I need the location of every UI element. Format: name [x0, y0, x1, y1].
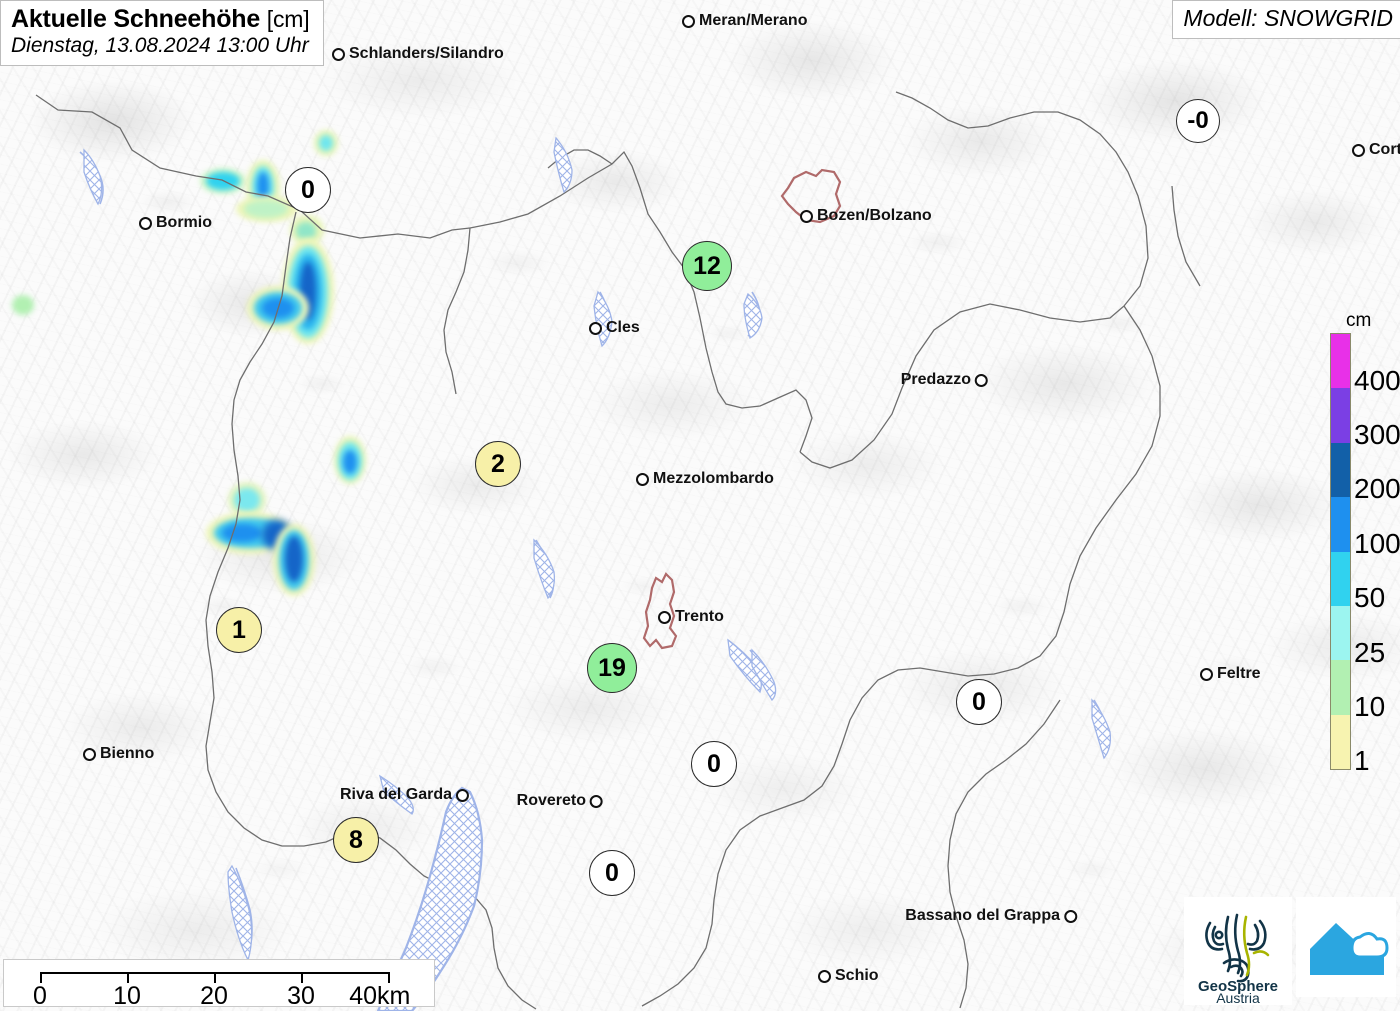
logo-line1: GeoSphere — [1198, 978, 1278, 995]
scale-tick-label: 10 — [113, 982, 141, 1010]
snow-depth-value-marker[interactable]: 8 — [333, 817, 379, 863]
scale-tick — [40, 972, 42, 983]
map-title-box: Aktuelle Schneehöhe [cm] Dienstag, 13.08… — [0, 0, 325, 66]
legend-swatch — [1331, 497, 1350, 552]
legend-swatch — [1331, 714, 1350, 769]
city-label: Riva del Garda — [340, 786, 469, 804]
legend-swatch — [1331, 388, 1350, 443]
city-marker-icon — [590, 794, 603, 808]
city-name: Feltre — [1217, 665, 1261, 682]
legend-swatch — [1331, 551, 1350, 606]
snow-depth-value-marker[interactable]: 12 — [682, 241, 732, 291]
scale-tick — [127, 972, 129, 983]
page-title: Aktuelle Schneehöhe [cm] — [11, 5, 310, 33]
city-label: Bozen/Bolzano — [800, 207, 932, 225]
city-label: Schio — [818, 967, 879, 985]
city-marker-icon — [682, 14, 695, 28]
city-marker-icon — [139, 216, 152, 230]
snow-depth-value-marker[interactable]: 1 — [216, 607, 262, 653]
city-label: Cles — [589, 319, 640, 337]
legend-tick-label: 25 — [1354, 636, 1386, 668]
scale-tick — [214, 972, 216, 983]
legend-swatch — [1331, 442, 1350, 498]
scale-tick — [301, 972, 303, 983]
city-marker-icon — [332, 47, 345, 61]
scale-tick-label: 40km — [349, 982, 411, 1010]
city-name: Riva del Garda — [339, 786, 452, 803]
city-marker-icon — [83, 747, 96, 761]
legend-tick-label: 200 — [1354, 473, 1400, 505]
city-name: Bienno — [100, 745, 155, 762]
legend-swatch — [1331, 660, 1350, 715]
model-label-box: Modell: SNOWGRID — [1172, 0, 1400, 39]
city-label: Cortina — [1352, 141, 1400, 159]
city-name: Mezzolombardo — [653, 470, 774, 487]
mountain-cloud-logo — [1296, 897, 1396, 997]
geosphere-logo: GeoSphere Austria — [1184, 897, 1292, 1006]
city-label: Mezzolombardo — [636, 470, 774, 488]
city-name: Bozen/Bolzano — [817, 207, 932, 224]
snow-depth-value-marker[interactable]: 2 — [475, 441, 521, 487]
city-name: Schio — [835, 967, 879, 984]
scale-tick-label: 30 — [287, 982, 315, 1010]
city-name: Meran/Merano — [699, 12, 808, 29]
city-label: Trento — [658, 608, 724, 626]
city-name: Predazzo — [900, 371, 971, 388]
snow-depth-value-marker[interactable]: 0 — [956, 679, 1002, 725]
scale-tick-label: 0 — [33, 982, 47, 1010]
valid-datetime: Dienstag, 13.08.2024 13:00 Uhr — [11, 34, 309, 57]
legend-swatch — [1331, 334, 1350, 389]
legend-tick-label: 10 — [1354, 690, 1386, 722]
snow-depth-value-marker[interactable]: 0 — [691, 741, 737, 787]
city-name: Cortina — [1369, 141, 1400, 158]
title-unit: [cm] — [266, 6, 310, 32]
city-marker-icon — [1200, 667, 1213, 681]
scale-tick — [388, 972, 390, 983]
model-label: Modell: SNOWGRID — [1183, 5, 1393, 31]
city-marker-icon — [589, 321, 602, 335]
city-marker-icon — [1352, 143, 1365, 157]
legend-tick-label: 100 — [1354, 527, 1400, 559]
legend-gradient-bar — [1330, 333, 1351, 770]
legend-unit-label: cm — [1346, 310, 1372, 331]
city-label: Bormio — [139, 214, 212, 232]
snow-depth-value-marker[interactable]: 19 — [587, 643, 637, 693]
city-label: Schlanders/Silandro — [332, 45, 504, 63]
legend-tick-label: 1 — [1354, 745, 1370, 777]
snow-depth-value-marker[interactable]: 0 — [285, 167, 331, 213]
city-marker-icon — [636, 472, 649, 486]
city-marker-icon — [975, 373, 988, 387]
rivers — [79, 137, 1110, 949]
city-marker-icon — [658, 610, 671, 624]
city-name: Schlanders/Silandro — [349, 45, 504, 62]
city-label: Rovereto — [517, 792, 603, 810]
city-marker-icon — [1064, 909, 1077, 923]
city-label: Feltre — [1200, 665, 1261, 683]
legend-tick-label: 400 — [1354, 364, 1400, 396]
city-marker-icon — [456, 788, 469, 802]
city-boundaries — [642, 168, 842, 650]
city-marker-icon — [818, 969, 831, 983]
city-name: Trento — [675, 608, 724, 625]
scale-tick-label: 20 — [200, 982, 228, 1010]
city-name: Cles — [606, 319, 640, 336]
logo-line2: Austria — [1216, 990, 1260, 1005]
city-marker-icon — [800, 209, 813, 223]
city-label: Bassano del Grappa — [905, 907, 1077, 925]
snow-depth-value-marker[interactable]: -0 — [1176, 99, 1220, 143]
legend-tick-label: 300 — [1354, 419, 1400, 451]
city-name: Rovereto — [516, 792, 586, 809]
city-label: Predazzo — [901, 371, 988, 389]
city-name: Bassano del Grappa — [905, 907, 1060, 924]
city-label: Bienno — [83, 745, 154, 763]
scale-bar: 0 10 20 30 40km — [3, 959, 435, 1010]
city-name: Bormio — [156, 214, 212, 231]
legend-swatch — [1331, 605, 1350, 661]
snow-depth-value-marker[interactable]: 0 — [589, 850, 635, 896]
city-label: Meran/Merano — [682, 12, 807, 30]
legend-tick-label: 50 — [1354, 582, 1386, 614]
